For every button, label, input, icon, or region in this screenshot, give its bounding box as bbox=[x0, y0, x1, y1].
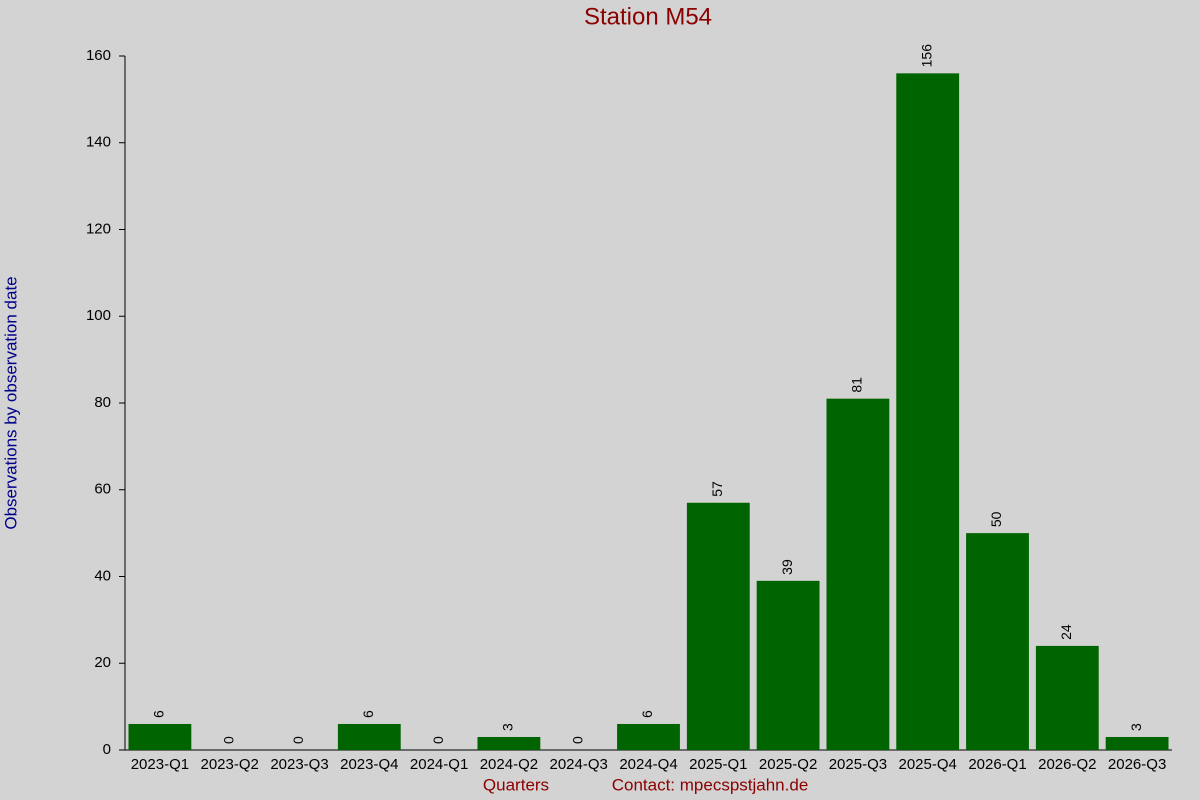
x-tick-label: 2024-Q2 bbox=[480, 756, 538, 773]
bar bbox=[826, 398, 890, 750]
y-tick-label: 120 bbox=[86, 220, 111, 237]
y-tick-label: 60 bbox=[94, 481, 111, 498]
x-axis-label: Quarters bbox=[483, 775, 549, 794]
data-label: 3 bbox=[1128, 723, 1144, 731]
x-tick-label: 2024-Q1 bbox=[410, 756, 468, 773]
bar bbox=[337, 723, 401, 750]
annotation: Contact: mpecspstjahn.de bbox=[612, 775, 809, 794]
y-tick-label: 40 bbox=[94, 567, 111, 584]
data-label: 3 bbox=[500, 723, 516, 731]
data-label: 6 bbox=[151, 710, 167, 718]
x-tick-label: 2025-Q1 bbox=[689, 756, 747, 773]
y-axis-label: Observations by observation date bbox=[1, 276, 20, 529]
y-tick-label: 100 bbox=[86, 307, 111, 324]
x-tick-label: 2024-Q4 bbox=[619, 756, 677, 773]
x-tick-label: 2023-Q2 bbox=[201, 756, 259, 773]
x-tick-label: 2025-Q3 bbox=[829, 756, 887, 773]
x-tick-label: 2024-Q3 bbox=[550, 756, 608, 773]
bar bbox=[617, 723, 680, 750]
y-tick-label: 160 bbox=[86, 47, 111, 64]
data-label: 0 bbox=[430, 736, 446, 744]
x-tick-label: 2026-Q1 bbox=[968, 756, 1026, 773]
y-tick-label: 80 bbox=[94, 394, 111, 411]
x-tick-label: 2023-Q1 bbox=[131, 756, 189, 773]
data-label: 6 bbox=[360, 710, 376, 718]
data-label: 39 bbox=[779, 559, 795, 575]
x-tick-label: 2025-Q2 bbox=[759, 756, 817, 773]
data-label: 0 bbox=[220, 736, 236, 744]
y-tick-label: 140 bbox=[86, 134, 111, 151]
data-label: 0 bbox=[290, 736, 306, 744]
bar bbox=[756, 580, 820, 750]
data-label: 24 bbox=[1058, 624, 1074, 640]
bar bbox=[686, 502, 750, 750]
bar bbox=[1035, 645, 1099, 750]
x-tick-label: 2026-Q3 bbox=[1108, 756, 1166, 773]
data-label: 81 bbox=[849, 377, 865, 393]
y-tick-label: 20 bbox=[94, 654, 111, 671]
x-tick-label: 2023-Q4 bbox=[340, 756, 398, 773]
data-label: 57 bbox=[709, 481, 725, 497]
chart-title: Station M54 bbox=[584, 3, 712, 30]
x-tick-label: 2026-Q2 bbox=[1038, 756, 1096, 773]
data-label: 50 bbox=[988, 511, 1004, 527]
x-tick-label: 2023-Q3 bbox=[270, 756, 328, 773]
bar bbox=[896, 73, 960, 751]
bar bbox=[966, 533, 1029, 750]
bar bbox=[1105, 736, 1169, 750]
data-label: 0 bbox=[569, 736, 585, 744]
bar bbox=[128, 723, 192, 750]
x-tick-label: 2025-Q4 bbox=[899, 756, 957, 773]
y-tick-label: 0 bbox=[103, 741, 111, 758]
data-label: 156 bbox=[918, 44, 934, 68]
data-label: 6 bbox=[639, 710, 655, 718]
bar bbox=[477, 736, 541, 750]
